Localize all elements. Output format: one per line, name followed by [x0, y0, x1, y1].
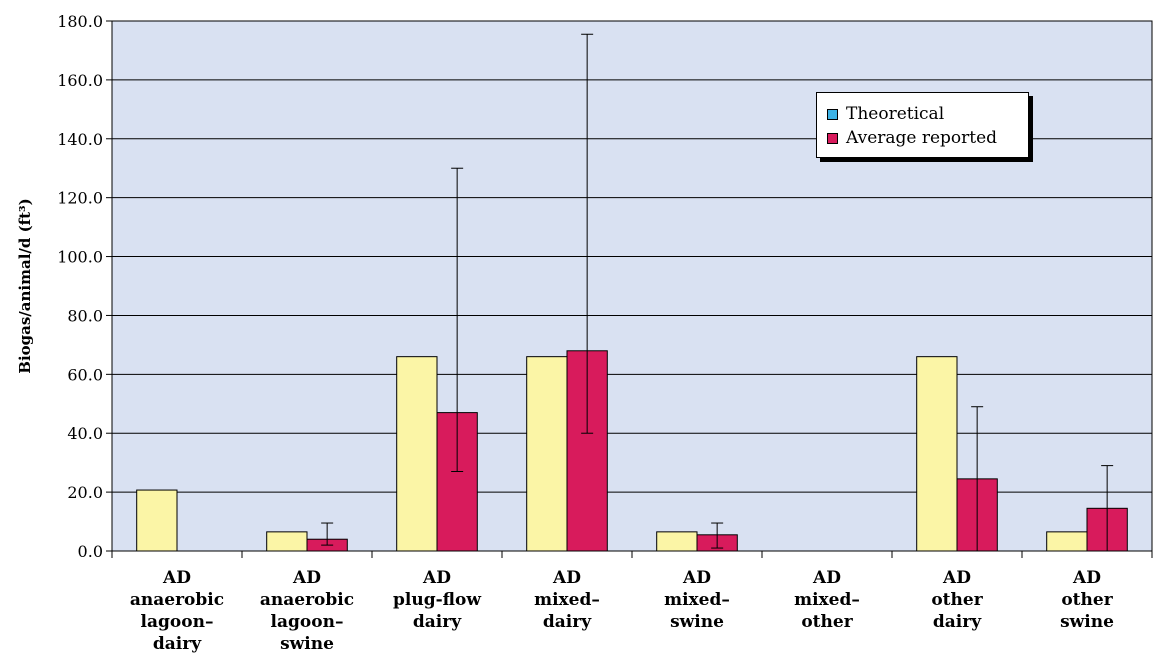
x-category-label-line: swine [280, 634, 334, 654]
x-category-label-line: AD [812, 568, 841, 588]
x-category-label-line: dairy [543, 612, 592, 632]
x-category-label: AD other dairy [931, 568, 983, 632]
legend-label-theoretical: Theoretical [846, 104, 945, 124]
bar-theoretical [526, 356, 568, 552]
x-category-label-line: mixed– [534, 590, 600, 610]
legend-label-average-reported: Average reported [846, 128, 998, 148]
x-category-label-line: other [801, 612, 853, 632]
x-category-label-line: AD [942, 568, 971, 588]
x-category-label-line: dairy [413, 612, 462, 632]
x-category-label-line: AD [162, 568, 191, 588]
y-tick-label: 100.0 [57, 248, 103, 267]
x-category-label-line: dairy [933, 612, 982, 632]
x-category-label-line: mixed– [794, 590, 860, 610]
y-tick-label: 120.0 [57, 189, 103, 208]
x-category-label-line: other [931, 590, 983, 610]
bar-theoretical [916, 356, 958, 552]
x-category-label: AD mixed– swine [664, 568, 730, 632]
x-category-label-line: anaerobic [260, 590, 354, 610]
bar-theoretical [396, 356, 438, 552]
y-tick-label: 140.0 [57, 130, 103, 149]
x-category-label-line: dairy [153, 634, 202, 654]
x-category-label-line: other [1061, 590, 1113, 610]
bar-theoretical [656, 531, 698, 552]
y-axis-label: Biogas/animal/d (ft³) [16, 198, 34, 373]
x-category-label: AD mixed– other [794, 568, 860, 632]
x-category-label-line: swine [1060, 612, 1114, 632]
x-category-label-line: AD [1072, 568, 1101, 588]
y-tick-label: 160.0 [57, 71, 103, 90]
y-tick-label: 180.0 [57, 12, 103, 31]
legend-swatch-theoretical [827, 108, 838, 120]
bar-theoretical [1046, 531, 1088, 552]
legend-item-theoretical: Theoretical [827, 102, 1028, 126]
x-category-label: AD anaerobic lagoon– dairy [130, 568, 224, 654]
y-tick-label: 60.0 [67, 365, 103, 384]
x-category-label-line: AD [682, 568, 711, 588]
x-category-label-line: AD [422, 568, 451, 588]
x-category-label-line: swine [670, 612, 724, 632]
x-category-label-line: lagoon– [271, 612, 344, 632]
x-category-label-line: anaerobic [130, 590, 224, 610]
x-category-label-line: plug-flow [393, 590, 481, 610]
bar-theoretical [136, 489, 178, 552]
x-category-label-line: lagoon– [141, 612, 214, 632]
legend: Theoretical Average reported [816, 92, 1029, 158]
x-category-label-line: AD [292, 568, 321, 588]
legend-swatch-average-reported [827, 132, 838, 144]
x-category-label: AD plug-flow dairy [393, 568, 481, 632]
x-category-label: AD other swine [1060, 568, 1114, 632]
y-tick-label: 80.0 [67, 306, 103, 325]
x-category-label-line: mixed– [664, 590, 730, 610]
y-tick-label: 20.0 [67, 483, 103, 502]
legend-item-average-reported: Average reported [827, 126, 1028, 150]
bar-theoretical [266, 531, 308, 552]
x-category-label-line: AD [552, 568, 581, 588]
x-category-label: AD anaerobic lagoon– swine [260, 568, 354, 654]
x-category-label: AD mixed– dairy [534, 568, 600, 632]
y-tick-label: 40.0 [67, 424, 103, 443]
y-tick-label: 0.0 [78, 542, 103, 561]
